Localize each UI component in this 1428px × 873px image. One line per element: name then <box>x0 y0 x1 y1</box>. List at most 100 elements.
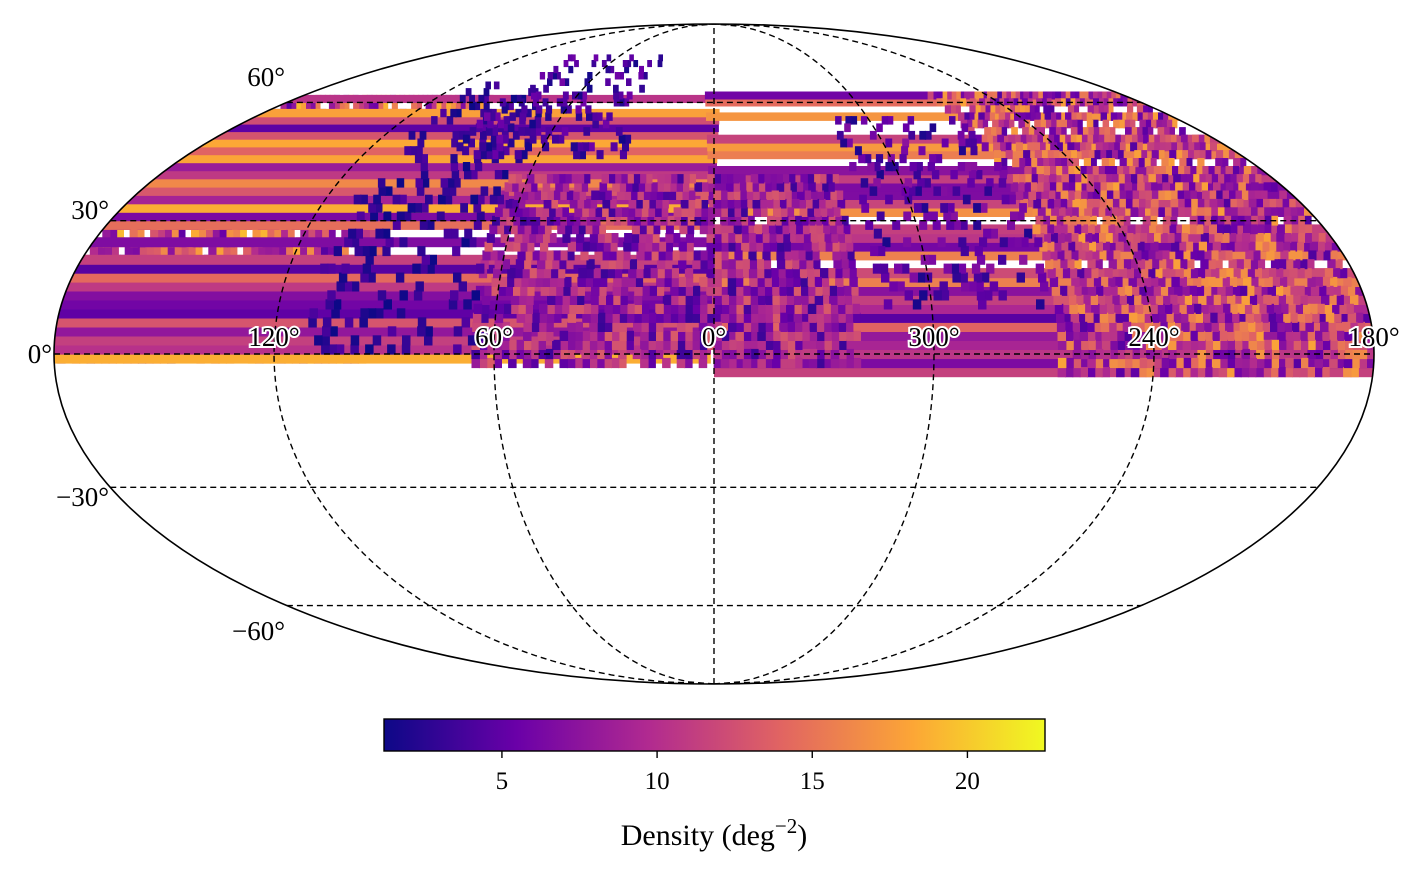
density-cell <box>772 330 781 341</box>
density-cell <box>1204 367 1213 378</box>
density-cell <box>1145 357 1155 369</box>
density-cell <box>1092 198 1100 209</box>
density-cell <box>1163 190 1172 200</box>
density-cell <box>865 220 874 230</box>
density-cell <box>582 198 591 209</box>
density-cell <box>1339 285 1348 296</box>
density-cell <box>325 299 334 310</box>
density-cell <box>720 339 730 350</box>
density-cell <box>968 281 977 292</box>
density-cell <box>360 272 369 283</box>
density-cell <box>1253 190 1262 200</box>
density-cell <box>534 233 543 243</box>
colorbar-tick-label: 20 <box>955 768 980 795</box>
density-cell <box>1072 357 1082 369</box>
density-cell <box>382 228 391 239</box>
density-cell <box>54 162 717 172</box>
density-cell <box>750 174 759 184</box>
density-cell <box>1198 294 1207 305</box>
density-cell <box>412 263 421 274</box>
density-cell <box>894 263 903 274</box>
density-cell <box>464 228 473 239</box>
density-cell <box>820 268 829 279</box>
density-cell <box>1043 105 1050 114</box>
density-cell <box>1053 241 1062 252</box>
density-cell <box>1255 357 1265 369</box>
density-cell <box>485 127 493 136</box>
density-cell <box>582 174 591 184</box>
density-cell <box>567 312 577 323</box>
density-cell <box>834 215 842 226</box>
density-cell <box>211 228 220 239</box>
density-cell <box>1150 198 1159 209</box>
density-cell <box>665 224 674 235</box>
density-cell <box>1160 330 1169 341</box>
density-cell <box>882 237 891 248</box>
density-cell <box>596 112 603 121</box>
density-cell <box>1162 215 1171 226</box>
density-cell <box>1219 357 1228 369</box>
density-cell <box>1166 321 1175 332</box>
density-cell <box>1114 134 1121 144</box>
density-cell <box>764 330 774 341</box>
density-cell <box>1356 321 1365 332</box>
density-cell <box>685 241 694 252</box>
density-cell <box>530 321 540 332</box>
density-cell <box>1041 134 1049 144</box>
density-cell <box>367 308 377 319</box>
density-cell <box>1040 98 1047 107</box>
density-cell <box>735 303 744 314</box>
density-cell <box>984 105 991 114</box>
density-cell <box>1180 134 1188 144</box>
density-cell <box>993 142 1001 152</box>
density-cell <box>706 285 715 296</box>
density-cell <box>1129 241 1138 252</box>
density-cell <box>872 263 882 274</box>
density-cell <box>1192 276 1202 287</box>
density-cell <box>250 246 259 257</box>
density-cell <box>468 237 477 248</box>
density-cell <box>1185 303 1195 314</box>
density-cell <box>1216 207 1225 217</box>
density-cell <box>1104 233 1113 243</box>
density-cell <box>786 357 796 369</box>
density-cell <box>980 134 988 144</box>
density-cell <box>994 162 1002 172</box>
density-cell <box>1098 174 1107 184</box>
density-cell <box>1050 142 1058 152</box>
density-cell <box>973 272 983 283</box>
density-cell <box>1157 190 1165 200</box>
density-cell <box>565 105 572 114</box>
density-cell <box>998 112 1006 121</box>
density-cell <box>526 285 535 296</box>
density-cell <box>694 182 702 192</box>
density-cell <box>1121 98 1128 107</box>
density-cell <box>496 134 504 144</box>
density-cell <box>1085 166 1093 176</box>
density-cell <box>421 254 430 265</box>
density-cell <box>1137 190 1146 200</box>
density-cell <box>1226 348 1236 360</box>
density-cell <box>1233 357 1243 369</box>
density-cell <box>596 357 605 369</box>
density-cell <box>634 285 643 296</box>
density-cell <box>1094 241 1103 252</box>
density-cell <box>1180 233 1189 243</box>
density-cell <box>846 250 855 261</box>
density-cell <box>314 335 323 346</box>
density-cell <box>850 116 858 125</box>
density-cell <box>676 321 686 332</box>
density-cell <box>913 203 922 213</box>
density-cell <box>424 326 433 337</box>
density-cell <box>1187 312 1196 323</box>
density-cell <box>102 228 111 239</box>
density-cell <box>919 130 927 140</box>
density-cell <box>657 60 663 68</box>
density-cell <box>553 65 559 74</box>
density-cell <box>595 241 604 252</box>
density-cell <box>1000 158 1008 168</box>
density-cell <box>96 246 105 257</box>
density-cell <box>769 174 777 184</box>
density-cell <box>1153 357 1162 369</box>
density-cell <box>1321 339 1331 350</box>
